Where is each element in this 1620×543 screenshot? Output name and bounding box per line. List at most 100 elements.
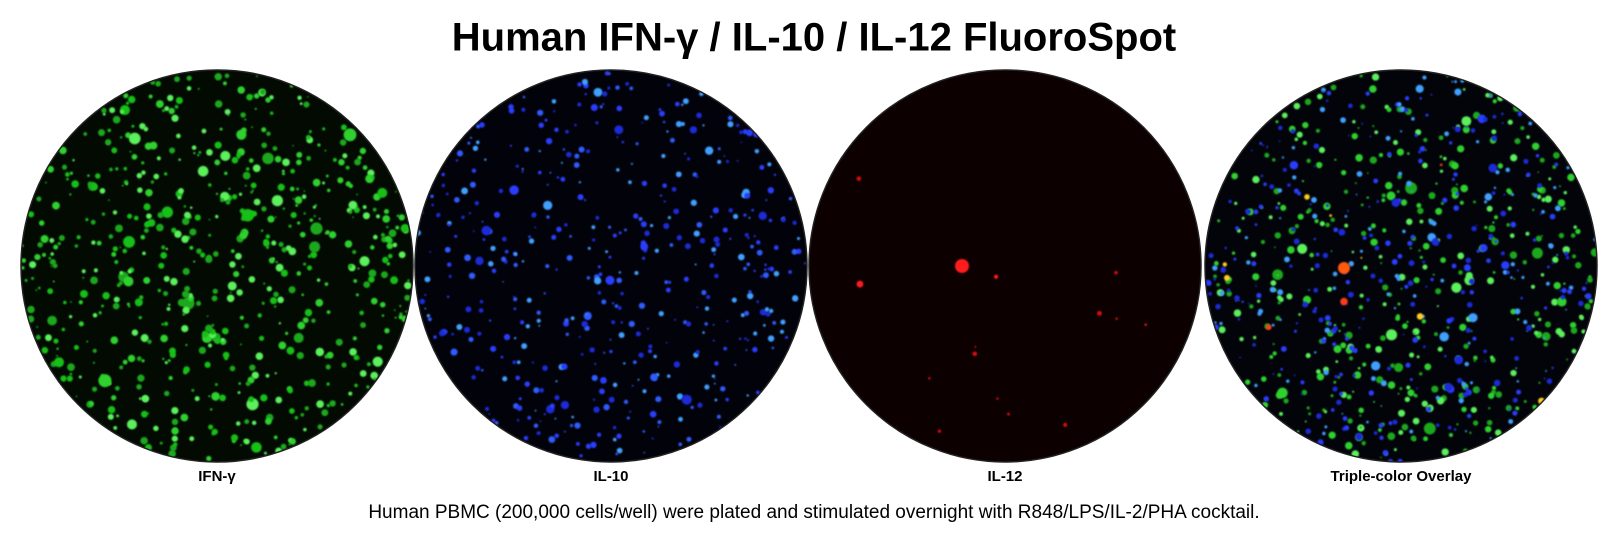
spot [1392, 419, 1398, 425]
spot [690, 405, 694, 409]
spot [594, 363, 597, 365]
spot [1279, 318, 1282, 322]
spot [446, 262, 452, 267]
spot [504, 249, 509, 254]
spot [438, 330, 446, 337]
spot [1575, 262, 1582, 269]
spot [1315, 252, 1320, 257]
spot [424, 307, 427, 310]
spot [595, 215, 600, 220]
spot [244, 323, 250, 329]
spot [726, 159, 730, 163]
spot [1325, 222, 1330, 228]
spot [186, 86, 192, 91]
spot [140, 234, 146, 240]
spot [93, 268, 98, 273]
spot [532, 212, 537, 217]
spot [35, 289, 38, 291]
spot [503, 333, 511, 341]
spot [1513, 278, 1516, 280]
spot [404, 294, 411, 301]
spot [684, 152, 686, 155]
spot [607, 86, 611, 90]
spot [629, 410, 632, 413]
spot [238, 192, 243, 196]
spot [259, 89, 266, 95]
spot [117, 298, 120, 301]
spot [740, 313, 745, 318]
spot [713, 236, 720, 243]
spot [1447, 425, 1452, 430]
spot [712, 339, 715, 342]
spot [1435, 288, 1442, 295]
spot [1492, 271, 1496, 274]
spot [183, 205, 187, 208]
spot [144, 221, 150, 228]
spot [489, 319, 492, 322]
spot [1484, 193, 1493, 201]
spot [280, 443, 287, 450]
spot [1457, 145, 1465, 153]
spot [450, 348, 458, 356]
spot [1507, 206, 1512, 211]
spot [712, 207, 719, 214]
spot [1554, 205, 1561, 212]
spot [584, 92, 587, 96]
spot [1410, 301, 1416, 307]
spot [1523, 158, 1529, 165]
spot [264, 417, 272, 425]
spot [524, 381, 531, 387]
spot [1506, 188, 1512, 194]
spot [717, 159, 722, 164]
spot [1359, 249, 1363, 253]
spot [288, 286, 296, 294]
spot [1258, 204, 1264, 209]
spot [1228, 199, 1232, 204]
spot [1568, 285, 1574, 290]
spot [123, 276, 134, 287]
spot [131, 124, 135, 128]
spot [1345, 336, 1349, 341]
spot [272, 257, 275, 260]
spot [203, 337, 208, 342]
spot [1241, 300, 1244, 304]
spot [1266, 146, 1269, 148]
spot [792, 220, 797, 226]
spot [86, 340, 89, 343]
spot [1464, 386, 1469, 391]
spot [245, 381, 251, 387]
spot [1338, 262, 1350, 274]
spot [317, 424, 323, 430]
spot [212, 251, 219, 257]
spot [182, 306, 190, 314]
spot [236, 129, 247, 140]
spot [1575, 228, 1581, 235]
spot [765, 311, 771, 317]
spot [1530, 284, 1536, 289]
spot [87, 181, 93, 187]
spot [1535, 153, 1540, 158]
spot [219, 198, 225, 203]
spot [1418, 249, 1421, 252]
spot [1352, 120, 1356, 124]
spot [288, 224, 292, 228]
spot [309, 241, 321, 253]
spot [167, 359, 171, 363]
spot [1297, 243, 1308, 254]
spot [571, 415, 574, 419]
spot [377, 187, 388, 198]
spot [1533, 330, 1539, 336]
spot [539, 387, 545, 393]
spot [644, 230, 650, 237]
spot [235, 421, 241, 426]
spot [1208, 292, 1212, 296]
spot [1418, 150, 1422, 154]
spot [577, 82, 582, 87]
spot [368, 276, 375, 283]
spot [681, 103, 684, 106]
spot [586, 149, 591, 154]
spot [456, 324, 463, 330]
spot [198, 346, 206, 355]
spot [1419, 146, 1426, 152]
spot [304, 308, 313, 317]
